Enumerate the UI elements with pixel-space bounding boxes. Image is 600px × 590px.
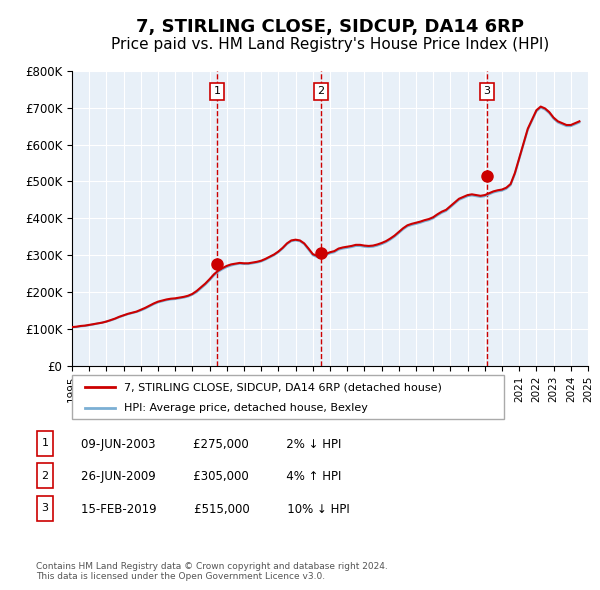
FancyBboxPatch shape xyxy=(37,496,53,521)
Text: 2: 2 xyxy=(317,87,325,96)
Text: 1: 1 xyxy=(41,438,49,448)
Text: 26-JUN-2009          £305,000          4% ↑ HPI: 26-JUN-2009 £305,000 4% ↑ HPI xyxy=(66,470,341,483)
Text: 2: 2 xyxy=(41,471,49,481)
Text: 1: 1 xyxy=(214,87,221,96)
FancyBboxPatch shape xyxy=(37,431,53,456)
Text: 7, STIRLING CLOSE, SIDCUP, DA14 6RP (detached house): 7, STIRLING CLOSE, SIDCUP, DA14 6RP (det… xyxy=(124,382,442,392)
Text: Contains HM Land Registry data © Crown copyright and database right 2024.
This d: Contains HM Land Registry data © Crown c… xyxy=(36,562,388,581)
FancyBboxPatch shape xyxy=(72,375,504,419)
Text: 15-FEB-2019          £515,000          10% ↓ HPI: 15-FEB-2019 £515,000 10% ↓ HPI xyxy=(66,503,350,516)
Text: HPI: Average price, detached house, Bexley: HPI: Average price, detached house, Bexl… xyxy=(124,403,368,413)
FancyBboxPatch shape xyxy=(37,464,53,489)
Text: 09-JUN-2003          £275,000          2% ↓ HPI: 09-JUN-2003 £275,000 2% ↓ HPI xyxy=(66,438,341,451)
Text: 3: 3 xyxy=(484,87,490,96)
Text: Price paid vs. HM Land Registry's House Price Index (HPI): Price paid vs. HM Land Registry's House … xyxy=(111,37,549,52)
Text: 7, STIRLING CLOSE, SIDCUP, DA14 6RP: 7, STIRLING CLOSE, SIDCUP, DA14 6RP xyxy=(136,18,524,35)
Text: 3: 3 xyxy=(41,503,49,513)
